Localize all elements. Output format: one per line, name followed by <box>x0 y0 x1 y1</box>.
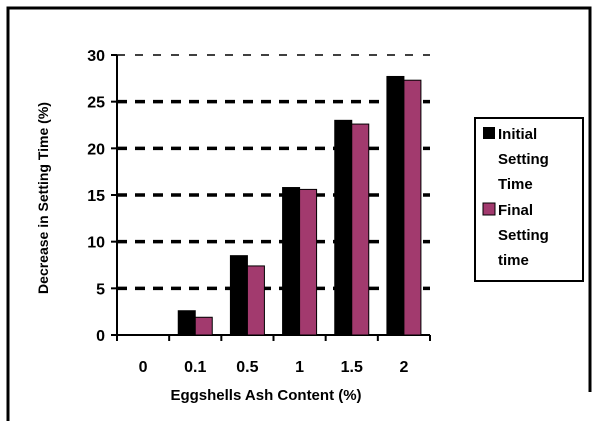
legend-label-initial-line2: Setting <box>498 151 549 168</box>
x-axis-title: Eggshells Ash Content (%) <box>170 387 361 404</box>
x-tick-label: 0.1 <box>184 359 206 376</box>
y-tick-label: 20 <box>87 141 105 158</box>
legend-label-initial-line1: Initial <box>498 126 537 143</box>
bar-final-setting-time <box>246 265 265 336</box>
legend-swatch-initial <box>483 127 495 139</box>
bar-initial-setting-time <box>282 187 301 336</box>
bar-final-setting-time <box>194 316 213 336</box>
legend-swatch-final <box>482 202 496 216</box>
bar-final-setting-time <box>299 188 318 336</box>
x-tick-label: 0 <box>139 359 148 376</box>
gridlines <box>117 54 430 291</box>
y-tick-label: 30 <box>87 48 105 65</box>
bar-initial-setting-time <box>177 310 196 336</box>
legend-label-final-line3: time <box>498 252 529 269</box>
bar-initial-setting-time <box>334 119 353 336</box>
bar-initial-setting-time <box>229 255 248 336</box>
x-tick-label: 0.5 <box>236 359 258 376</box>
x-tick-label: 1 <box>295 359 304 376</box>
x-tick-label: 2 <box>399 359 408 376</box>
chart-border <box>6 6 592 421</box>
axes <box>111 54 431 341</box>
y-tick-label: 10 <box>87 235 105 252</box>
y-tick-label: 15 <box>87 188 105 205</box>
tick-labels: 0 5 10 15 20 25 30 0 0.1 0.5 1 1.5 2 <box>87 48 408 376</box>
legend-label-final-line1: Final <box>498 202 533 219</box>
bar-initial-setting-time <box>386 75 405 336</box>
legend-label-final-line2: Setting <box>498 227 549 244</box>
legend-box <box>474 117 584 282</box>
bars <box>177 75 422 336</box>
y-axis-title: Decrease in Setting Time (%) <box>35 102 51 294</box>
bar-final-setting-time <box>351 123 370 336</box>
legend-label-initial-line3: Time <box>498 176 533 193</box>
y-tick-label: 5 <box>96 281 105 298</box>
legend: Initial Setting Time Final Setting time <box>474 117 584 282</box>
y-tick-label: 25 <box>87 95 105 112</box>
bar-final-setting-time <box>403 79 422 336</box>
x-tick-label: 1.5 <box>341 359 363 376</box>
y-tick-label: 0 <box>96 328 105 345</box>
